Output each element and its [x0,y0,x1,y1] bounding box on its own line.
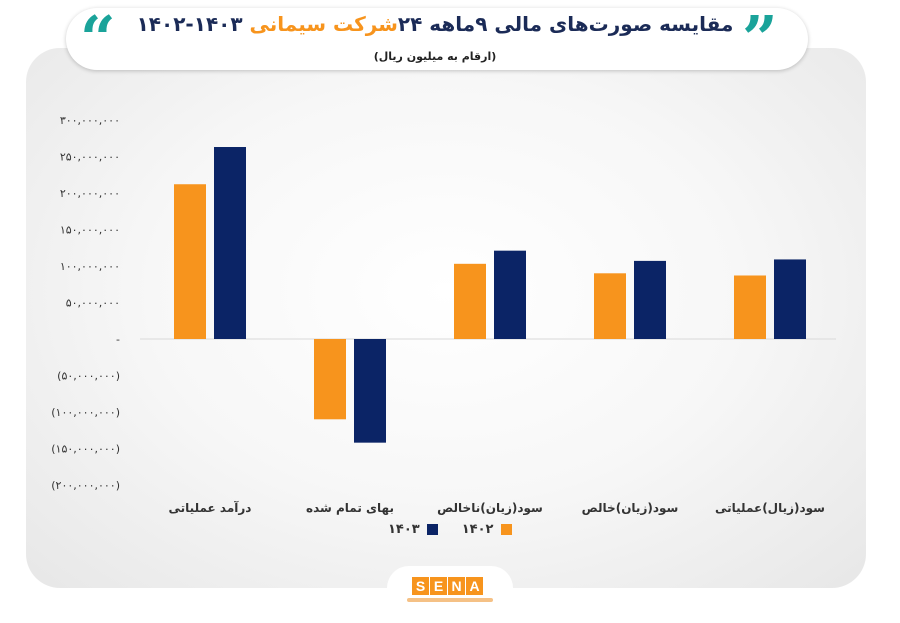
y-tick-label: (۱۵۰,۰۰۰,۰۰۰) [51,443,120,456]
y-tick-label: (۵۰,۰۰۰,۰۰۰) [57,370,120,383]
legend-swatch-1403 [426,524,438,535]
bar-1403 [214,147,246,339]
y-tick-label: ۱۵۰,۰۰۰,۰۰۰ [60,224,120,237]
x-category-label: سود(زیان)خالص [582,501,679,516]
logo-letter: E [430,577,447,595]
y-tick-label: ۵۰,۰۰۰,۰۰۰ [66,297,120,310]
bar-1403 [774,259,806,339]
title-text-2: ۱۴۰۳-۱۴۰۲ [136,12,243,36]
logo-letter: S [412,577,429,595]
bar-1403 [634,260,666,339]
chart-title: مقایسه صورت‌های مالی ۹ماهه ۲۴شرکت سیمانی… [130,12,740,36]
legend-swatch-1402 [500,524,512,535]
y-tick-label: (۱۰۰,۰۰۰,۰۰۰) [51,406,120,419]
x-category-label: سود(زیال)عملیاتی [715,501,825,516]
legend-label-1402: ۱۴۰۲ [461,522,494,537]
bar-1402 [174,184,206,339]
title-accent: شرکت سیمانی [249,12,398,36]
legend-label-1403: ۱۴۰۳ [388,522,420,537]
bar-1402 [594,273,626,339]
y-tick-label: ۳۰۰,۰۰۰,۰۰۰ [60,114,120,127]
logo-letter: N [448,577,465,595]
x-category-label: بهای تمام شده [306,501,394,516]
bar-1403 [354,339,386,443]
x-category-label: درآمد عملیاتی [169,500,252,515]
quote-open-icon: “ [80,2,116,75]
title-banner [66,8,808,70]
bar-1403 [494,250,526,339]
y-tick-label: (۲۰۰,۰۰۰,۰۰۰) [51,479,120,492]
legend-item-1402: ۱۴۰۲ [462,522,512,537]
y-tick-label: - [116,333,120,346]
logo-letter: A [466,577,483,595]
y-tick-label: ۲۵۰,۰۰۰,۰۰۰ [60,151,120,164]
bar-1402 [314,339,346,420]
y-tick-label: ۲۰۰,۰۰۰,۰۰۰ [60,187,120,200]
x-category-label: سود(زیان)ناخالص [437,501,543,516]
bar-1402 [454,263,486,339]
y-tick-label: ۱۰۰,۰۰۰,۰۰۰ [60,260,120,273]
chart-card [26,48,866,588]
title-text-1: مقایسه صورت‌های مالی ۹ماهه ۲۴ [397,12,734,36]
quote-close-icon: ” [742,2,778,75]
legend-item-1403: ۱۴۰۳ [388,522,438,537]
legend: ۱۴۰۲ ۱۴۰۳ [388,522,512,537]
logo-tagline [407,598,493,602]
bar-1402 [734,275,766,339]
chart-subtitle: (ارقام به میلیون ریال) [373,50,497,63]
